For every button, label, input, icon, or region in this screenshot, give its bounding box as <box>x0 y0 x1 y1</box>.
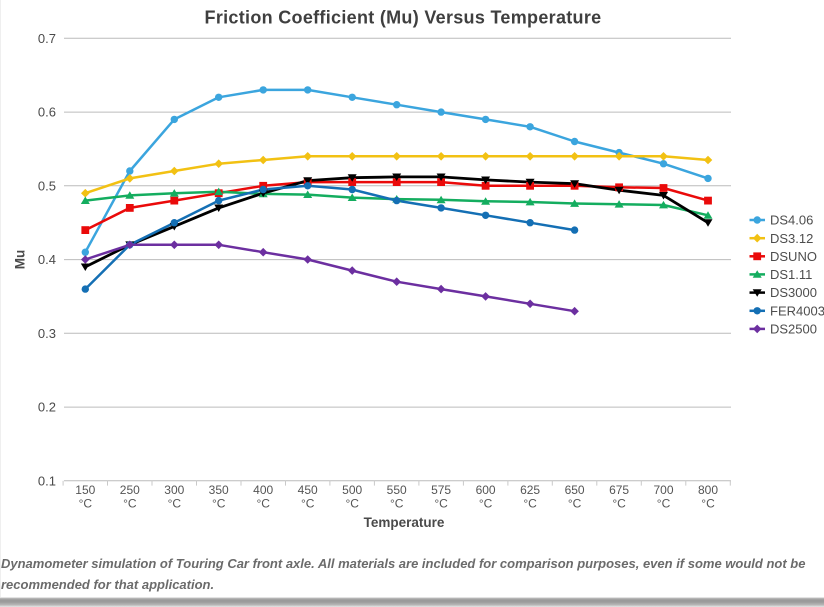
svg-text:0.3: 0.3 <box>38 326 56 341</box>
svg-text:600: 600 <box>476 483 496 497</box>
svg-text:°C: °C <box>256 497 270 511</box>
svg-text:0.4: 0.4 <box>38 252 56 267</box>
svg-text:°C: °C <box>212 497 226 511</box>
svg-text:675: 675 <box>609 483 629 497</box>
svg-text:°C: °C <box>612 497 626 511</box>
svg-text:0.2: 0.2 <box>38 400 56 415</box>
svg-text:625: 625 <box>520 483 540 497</box>
svg-text:DSUNO: DSUNO <box>770 249 817 264</box>
svg-text:575: 575 <box>431 483 451 497</box>
svg-text:Temperature: Temperature <box>364 515 445 530</box>
svg-text:°C: °C <box>168 497 182 511</box>
svg-text:0.5: 0.5 <box>38 178 56 193</box>
svg-text:0.7: 0.7 <box>38 31 56 46</box>
svg-text:450: 450 <box>298 483 318 497</box>
svg-text:500: 500 <box>342 483 362 497</box>
svg-text:150: 150 <box>75 483 95 497</box>
svg-text:550: 550 <box>387 483 407 497</box>
svg-text:°C: °C <box>568 497 582 511</box>
svg-text:DS2500: DS2500 <box>770 322 817 337</box>
svg-text:°C: °C <box>390 497 404 511</box>
svg-text:°C: °C <box>701 497 715 511</box>
svg-text:Mu: Mu <box>13 250 28 270</box>
svg-text:DS1.11: DS1.11 <box>770 267 812 282</box>
svg-text:250: 250 <box>120 483 140 497</box>
svg-text:400: 400 <box>253 483 273 497</box>
svg-text:°C: °C <box>434 497 448 511</box>
svg-text:700: 700 <box>653 483 673 497</box>
svg-text:Friction Coefficient (Mu) Vers: Friction Coefficient (Mu) Versus Tempera… <box>205 8 602 28</box>
svg-text:350: 350 <box>209 483 229 497</box>
svg-text:°C: °C <box>301 497 315 511</box>
svg-text:650: 650 <box>565 483 585 497</box>
svg-text:°C: °C <box>79 497 93 511</box>
svg-text:°C: °C <box>523 497 537 511</box>
svg-text:DS3000: DS3000 <box>770 285 817 300</box>
svg-text:DS3.12: DS3.12 <box>770 231 813 246</box>
svg-text:°C: °C <box>123 497 137 511</box>
svg-text:DS4.06: DS4.06 <box>770 213 813 228</box>
svg-text:°C: °C <box>479 497 493 511</box>
svg-text:FER4003: FER4003 <box>770 303 824 318</box>
svg-text:°C: °C <box>657 497 671 511</box>
svg-text:300: 300 <box>164 483 184 497</box>
svg-text:800: 800 <box>698 483 718 497</box>
svg-text:0.6: 0.6 <box>38 105 56 120</box>
svg-text:°C: °C <box>345 497 359 511</box>
svg-text:0.1: 0.1 <box>38 473 56 488</box>
